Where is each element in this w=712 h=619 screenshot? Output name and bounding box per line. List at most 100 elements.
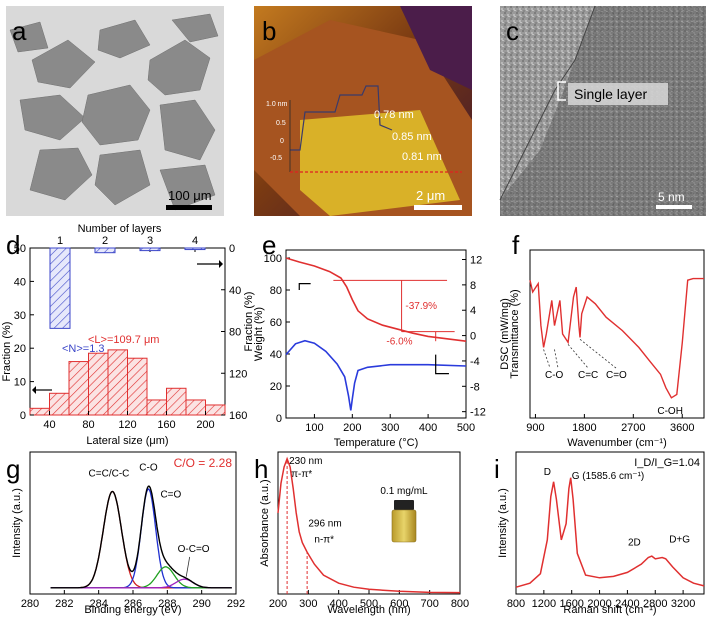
chart-e-rtick-label-1: 8 xyxy=(470,280,476,292)
chart-g-xtick-label-2: 284 xyxy=(89,598,107,610)
chart-g-ylabel: Intensity (a.u.) xyxy=(11,488,23,558)
afm-height-1: 0.78 nm xyxy=(374,109,414,121)
chart-f-frame xyxy=(529,249,705,419)
chart-f-cc-pointer xyxy=(567,344,589,369)
chart-g-xtick-label-5: 290 xyxy=(192,598,210,610)
panel-b: 1.0 nm 0.5 0 -0.5 0.78 nm 0.85 nm 0.81 n… xyxy=(254,6,472,216)
chart-i-peak-g: G (1585.6 cm⁻¹) xyxy=(572,471,645,482)
chart-e-ylabel: Weight (%) xyxy=(253,307,265,361)
chart-d-ytick-label-5: 50 xyxy=(14,243,26,255)
afm-flake-dark xyxy=(400,6,472,90)
layer-bar xyxy=(139,247,161,252)
panel-label-i: i xyxy=(494,454,500,484)
chart-g-peak-pointer xyxy=(185,556,191,577)
chart-i-xtick-label-2: 1600 xyxy=(559,598,583,610)
afm-flake-bright xyxy=(300,110,460,216)
chart-i-ratio: I_D/I_G=1.04 xyxy=(634,457,700,469)
tem-single-layer-region xyxy=(500,6,706,216)
chart-h-pi-pi: π-π* xyxy=(291,469,312,480)
vial-cap xyxy=(394,500,414,510)
chart-f-ylabel: Transmittance (%) xyxy=(509,289,521,378)
chart-f-band-coh: C-OH xyxy=(657,406,683,417)
chart-e-rtick-label-6: -12 xyxy=(470,407,486,419)
scale-bar-b xyxy=(414,205,462,210)
chart-h-xtick-label-3: 500 xyxy=(360,598,378,610)
vial-body xyxy=(391,509,417,543)
chart-d-xtick-label-2: 120 xyxy=(118,419,136,431)
chart-d-xtick-label-3: 160 xyxy=(157,419,175,431)
chart-e-loss-2: -6.0% xyxy=(386,336,412,347)
scale-bar-a xyxy=(166,205,212,210)
chart-i: 800 1200 1600 2000 2400 2800 3200 D G (1585.6 cm… xyxy=(494,451,705,616)
chart-d-mean-layers: <N>=1.3 xyxy=(62,343,105,355)
afm-tick-1: 1.0 nm xyxy=(266,101,288,108)
histogram-bar xyxy=(146,399,167,416)
chart-i-xtick-label-5: 2800 xyxy=(643,598,667,610)
chart-d-xtick-label-1: 80 xyxy=(82,419,94,431)
layer-bar xyxy=(49,247,71,329)
chart-g-peak-label-2: C=O xyxy=(160,490,181,501)
chart-d: 40 80 120 160 200 0 10 20 30 40 50 0 40 80 120 160 1 2 3 4 N… xyxy=(1,223,255,447)
raman-line xyxy=(515,477,705,588)
panel-label-e: e xyxy=(262,230,276,260)
chart-e-rtick-label-0: 12 xyxy=(470,255,482,267)
chart-e-ytick-label-0: 0 xyxy=(276,413,282,425)
chart-d-ytick-label-3: 30 xyxy=(14,310,26,322)
panel-label-h: h xyxy=(254,454,268,484)
chart-e-ytick-label-2: 40 xyxy=(270,349,282,361)
chart-f-co-pointer-1 xyxy=(554,349,559,369)
chart-d-rtick-label-3: 120 xyxy=(229,368,247,380)
chart-h-xtick-label-4: 600 xyxy=(390,598,408,610)
scale-bar-c xyxy=(656,205,692,209)
histogram-bar xyxy=(185,399,206,416)
chart-e-right-arrow xyxy=(435,354,449,375)
scale-bar-label-a: 100 μm xyxy=(168,188,212,203)
afm-tick-2: 0.5 xyxy=(276,120,286,127)
chart-g-xtick-label-0: 280 xyxy=(21,598,39,610)
panel-label-g: g xyxy=(6,454,20,484)
chart-d-ytick-label-1: 10 xyxy=(14,377,26,389)
xps-component-1 xyxy=(50,488,232,589)
chart-f-co-pointer-0 xyxy=(543,349,551,369)
panel-label-a: a xyxy=(12,16,27,46)
chart-i-xtick-label-6: 3200 xyxy=(671,598,695,610)
chart-h-xtick-label-1: 300 xyxy=(299,598,317,610)
chart-d-toptick-label-2: 3 xyxy=(147,235,153,247)
panel-label-f: f xyxy=(512,230,520,260)
layer-bar xyxy=(184,247,206,251)
chart-e-rtick-label-3: 0 xyxy=(470,331,476,343)
chart-e-ytick-label-5: 100 xyxy=(264,253,282,265)
chart-e-right-ylabel: DSC (mW/mg) xyxy=(499,298,511,370)
chart-e-left-arrow xyxy=(298,283,311,290)
xps-envelope xyxy=(50,485,232,589)
chart-g-peak-label-3: O-C=O xyxy=(178,544,210,555)
panel-label-b: b xyxy=(262,16,276,46)
chart-d-top-axis-label: Number of layers xyxy=(78,223,162,235)
chart-g-xtick-label-1: 282 xyxy=(55,598,73,610)
histogram-bar xyxy=(166,387,187,416)
chart-d-rtick-label-2: 80 xyxy=(229,327,241,339)
chart-f-xlabel: Wavenumber (cm⁻¹) xyxy=(567,437,667,449)
single-layer-bracket xyxy=(557,81,566,101)
chart-h-xtick-label-5: 700 xyxy=(420,598,438,610)
panel-c: Single layer c 5 nm xyxy=(499,5,706,216)
panel-label-d: d xyxy=(6,230,20,260)
chart-d-left-arrowhead xyxy=(32,386,36,394)
chart-e-ytick-label-3: 60 xyxy=(270,317,282,329)
chart-f-band-cc: C=C xyxy=(578,370,598,381)
chart-i-ylabel: Intensity (a.u.) xyxy=(497,488,509,558)
chart-d-xlabel: Lateral size (μm) xyxy=(86,435,168,447)
chart-h-ylabel: Absorbance (a.u.) xyxy=(259,479,271,566)
histogram-bar xyxy=(88,352,109,416)
afm-profile-line xyxy=(290,85,393,151)
histogram-bar xyxy=(205,404,226,416)
panel-label-c: c xyxy=(506,16,519,46)
chart-f-xtick-label-3: 3600 xyxy=(670,422,694,434)
scale-bar-label-b: 2 μm xyxy=(416,188,445,203)
afm-tick-3: 0 xyxy=(280,138,284,145)
chart-d-toptick-label-1: 2 xyxy=(102,235,108,247)
chart-h: 200 300 400 500 600 700 800 230 nm π-π* 296 nm n-π… xyxy=(254,451,469,616)
